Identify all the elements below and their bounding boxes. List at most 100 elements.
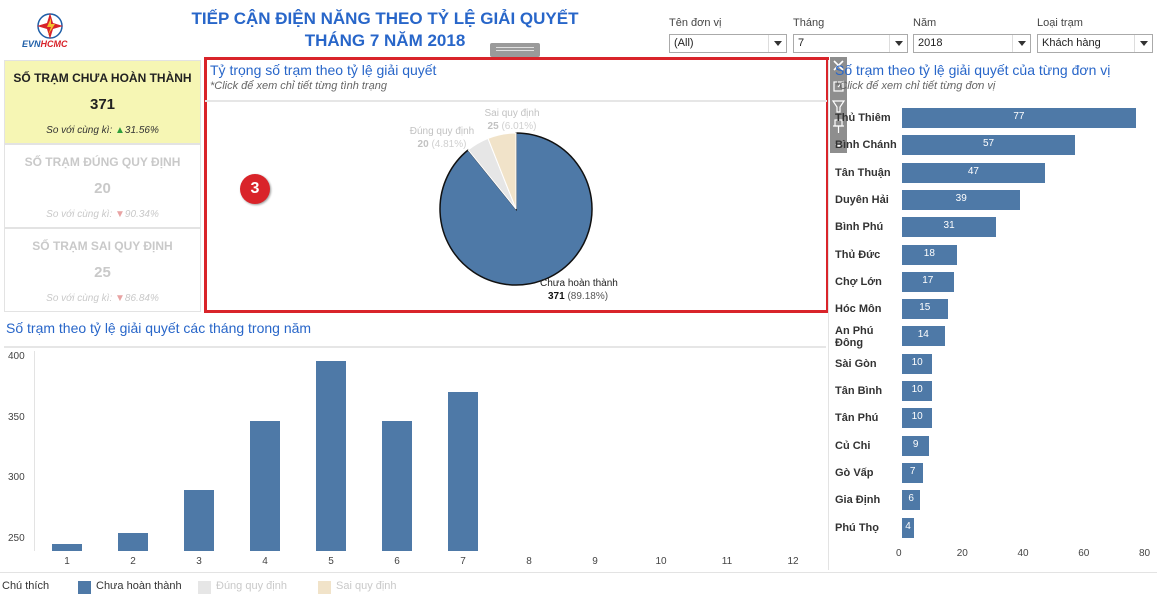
- x-axis-tick: 0: [896, 548, 902, 559]
- x-axis-tick: 8: [526, 556, 532, 567]
- unit-label[interactable]: Gia Định: [835, 494, 881, 507]
- kpi-card-on-time[interactable]: SỐ TRẠM ĐÚNG QUY ĐỊNH 20 So với cùng kì:…: [4, 144, 201, 228]
- unit-bar[interactable]: 17: [902, 271, 954, 292]
- unit-bar[interactable]: 47: [902, 162, 1045, 183]
- pin-icon[interactable]: [833, 119, 844, 133]
- filter-station-type-select[interactable]: Khách hàng: [1037, 34, 1153, 53]
- kpi-card-incomplete[interactable]: SỐ TRẠM CHƯA HOÀN THÀNH 371 So với cùng …: [4, 60, 201, 144]
- unit-bar-value: 77: [1013, 111, 1025, 122]
- x-axis-tick: 2: [130, 556, 136, 567]
- unit-label[interactable]: Phú Thọ: [835, 521, 879, 534]
- unit-bar[interactable]: 6: [902, 490, 921, 511]
- unit-bar[interactable]: 31: [902, 217, 997, 238]
- unit-bar[interactable]: 4: [902, 517, 915, 538]
- kpi-compare: So với cùng kì: ▼86.84%: [46, 293, 159, 304]
- unit-bar[interactable]: 9: [902, 435, 930, 456]
- x-axis-tick: 60: [1078, 548, 1090, 559]
- unit-label[interactable]: Tân Thuận: [835, 166, 891, 179]
- unit-bar[interactable]: 14: [902, 326, 945, 347]
- dashboard-title: TIẾP CẬN ĐIỆN NĂNG THEO TỶ LỆ GIẢI QUYẾT: [191, 9, 579, 28]
- unit-bar[interactable]: 7: [902, 462, 924, 483]
- more-icon[interactable]: [835, 144, 842, 148]
- divider: [205, 100, 827, 102]
- pie-panel-title: Tỷ trọng số trạm theo tỷ lệ giải quyết: [210, 62, 437, 78]
- legend-swatch: [78, 581, 91, 594]
- export-icon[interactable]: [833, 80, 845, 92]
- pie-slice[interactable]: [487, 132, 517, 210]
- pie-slice-value: 20 (4.81%): [418, 139, 467, 150]
- unit-bar[interactable]: 18: [902, 244, 957, 265]
- unit-label[interactable]: Chợ Lớn: [835, 275, 882, 288]
- y-axis-tick: 250: [8, 532, 25, 544]
- month-bar[interactable]: [118, 532, 148, 551]
- filter-label-unit: Tên đơn vị: [669, 17, 722, 29]
- y-axis-line: [34, 351, 35, 551]
- pie-slice-label: Chưa hoàn thành: [540, 278, 618, 289]
- drag-handle-icon[interactable]: [490, 43, 540, 57]
- unit-bar[interactable]: 77: [902, 108, 1136, 128]
- legend-item[interactable]: Sai quy định: [336, 580, 397, 592]
- chevron-down-icon: [774, 41, 782, 46]
- kpi-value: 371: [89, 96, 116, 113]
- month-bar[interactable]: [184, 490, 214, 551]
- x-axis-tick: 12: [787, 556, 799, 567]
- month-bar[interactable]: [316, 360, 346, 551]
- filter-year-select[interactable]: 2018: [913, 34, 1031, 53]
- unit-label[interactable]: Duyên Hải: [835, 193, 889, 206]
- unit-bar[interactable]: 10: [902, 353, 933, 374]
- filter-label-year: Năm: [913, 17, 937, 29]
- unit-label[interactable]: Hóc Môn: [835, 303, 882, 316]
- month-bar[interactable]: [52, 543, 82, 551]
- filter-label-month: Tháng: [793, 17, 825, 29]
- unit-label[interactable]: An Phú Đông: [835, 325, 874, 350]
- unit-bar[interactable]: 39: [902, 189, 1021, 210]
- month-bar[interactable]: [250, 421, 280, 551]
- unit-label[interactable]: Thủ Thiêm: [835, 112, 891, 124]
- unit-label[interactable]: Củ Chi: [835, 439, 871, 452]
- legend-item[interactable]: Đúng quy định: [216, 580, 287, 592]
- filter-label-station-type: Loại trạm: [1037, 17, 1083, 29]
- pie-slice-value: 371 (89.18%): [548, 291, 608, 302]
- x-axis-tick: 5: [328, 556, 334, 567]
- close-icon[interactable]: [833, 60, 844, 71]
- unit-bar-value: 14: [917, 329, 929, 341]
- filter-month-select[interactable]: 7: [793, 34, 908, 53]
- kpi-title: SỐ TRẠM SAI QUY ĐỊNH: [32, 239, 173, 253]
- y-axis-tick: 400: [8, 351, 25, 363]
- y-axis-tick: 350: [8, 411, 25, 423]
- unit-label[interactable]: Gò Vấp: [835, 466, 874, 479]
- month-bar[interactable]: [382, 421, 412, 551]
- x-axis-tick: 3: [196, 556, 202, 567]
- evn-logo-icon: [37, 13, 63, 39]
- unit-label[interactable]: Sài Gòn: [835, 357, 877, 370]
- unit-bar[interactable]: 10: [902, 381, 933, 401]
- unit-bar-value: 10: [911, 411, 923, 423]
- unit-bar-value: 4: [905, 520, 911, 532]
- pie-panel-subtitle: *Click để xem chỉ tiết từng tình trạng: [210, 80, 387, 92]
- unit-bar-value: 47: [967, 165, 979, 177]
- x-axis-tick: 40: [1017, 548, 1029, 559]
- unit-bar-value: 10: [911, 384, 923, 395]
- unit-label[interactable]: Bình Phú: [835, 221, 884, 234]
- unit-bar[interactable]: 57: [902, 135, 1076, 156]
- month-bar[interactable]: [448, 392, 478, 551]
- filter-unit-select[interactable]: (All): [669, 34, 787, 53]
- unit-bar[interactable]: 10: [902, 408, 933, 429]
- unit-label[interactable]: Bình Chánh: [835, 139, 897, 152]
- x-axis-tick: 80: [1139, 548, 1151, 559]
- legend-swatch: [318, 581, 331, 594]
- filter-icon[interactable]: [831, 100, 846, 113]
- legend-item[interactable]: Chưa hoàn thành: [96, 580, 182, 592]
- unit-bar-value: 15: [919, 302, 931, 314]
- unit-label[interactable]: Tân Bình: [835, 385, 883, 397]
- unit-label[interactable]: Thủ Đức: [835, 248, 881, 261]
- unit-chart-subtitle: *Click để xem chỉ tiết từng đơn vị: [835, 80, 996, 92]
- step-badge: 3: [240, 174, 270, 204]
- unit-bar-value: 17: [922, 274, 934, 286]
- unit-label[interactable]: Tân Phú: [835, 412, 879, 425]
- kpi-card-late[interactable]: SỐ TRẠM SAI QUY ĐỊNH 25 So với cùng kì: …: [4, 228, 201, 312]
- pie-slice-label: Sai quy định: [484, 108, 539, 119]
- x-axis-tick: 4: [262, 556, 268, 567]
- unit-bar[interactable]: 15: [902, 299, 948, 320]
- x-axis-tick: 20: [956, 548, 968, 559]
